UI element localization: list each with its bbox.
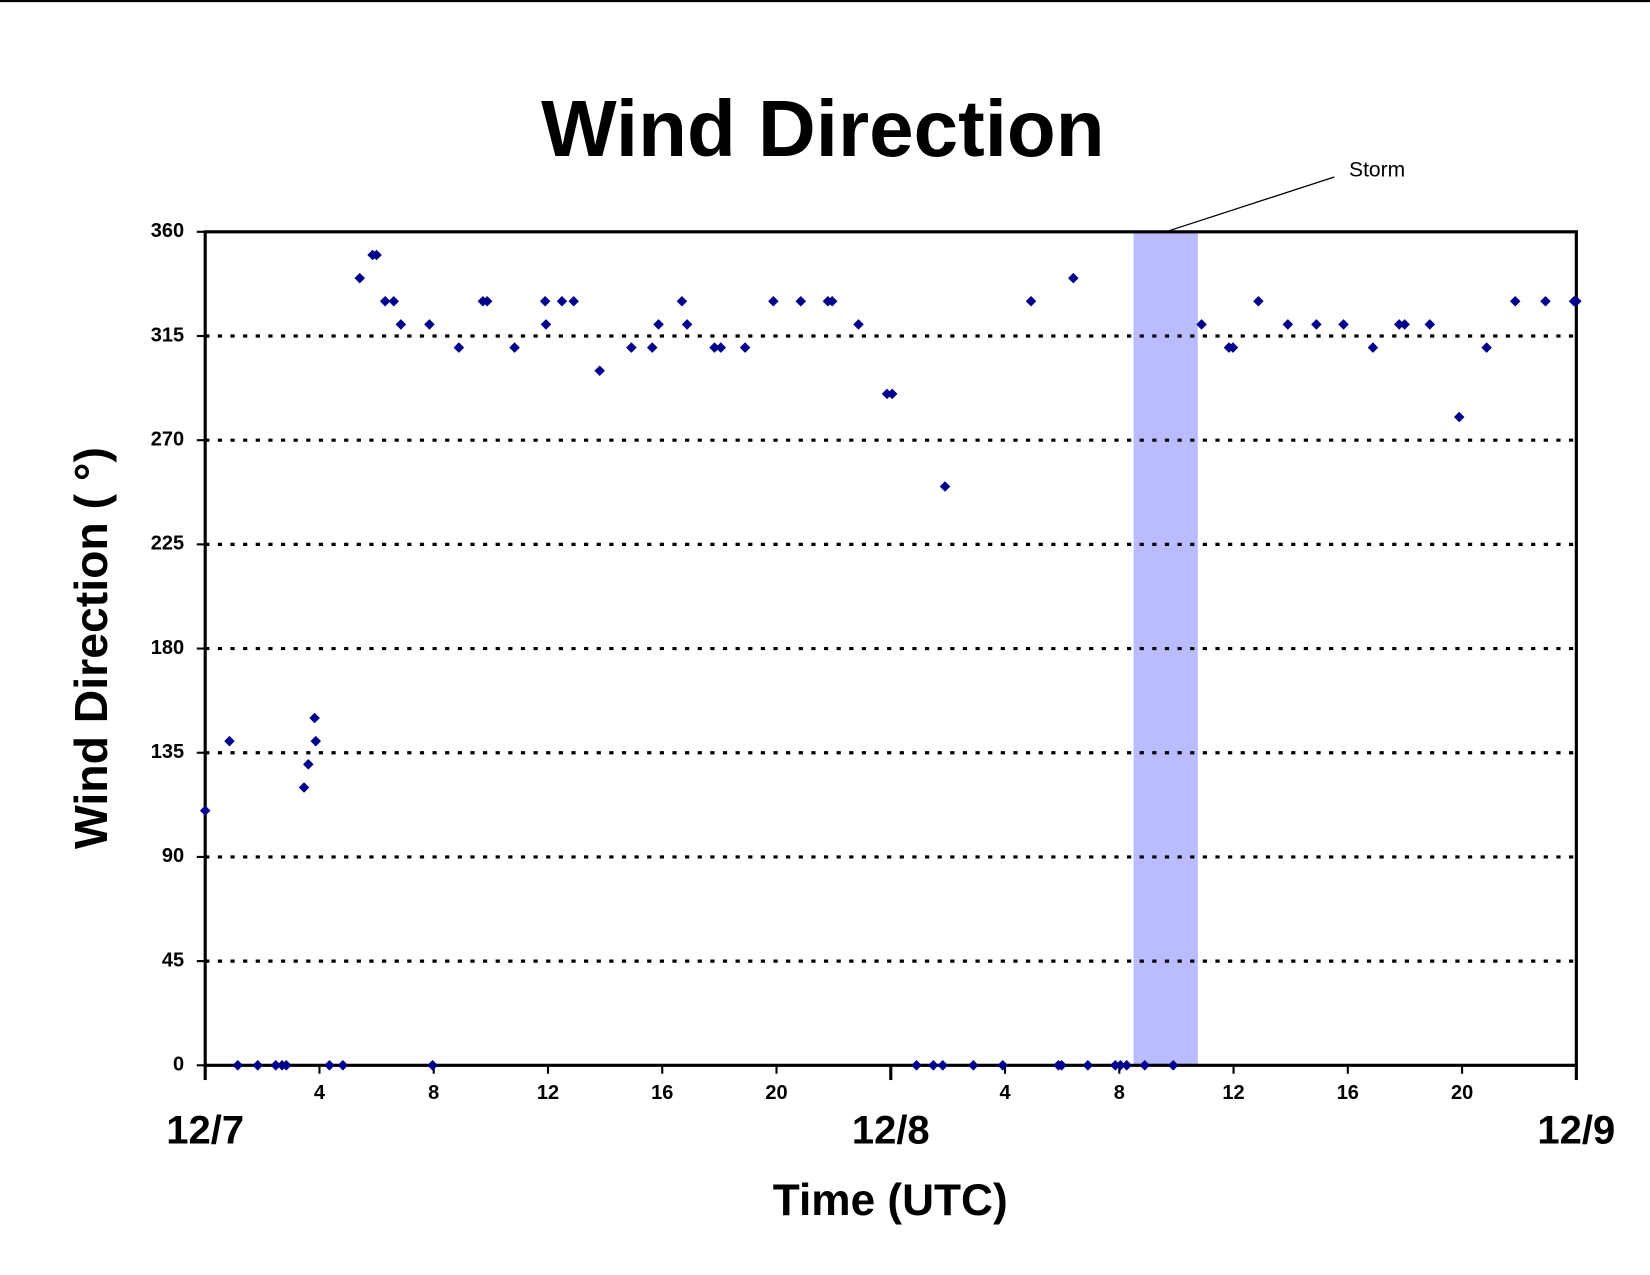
- x-tick-label: 16: [1337, 1082, 1359, 1104]
- y-tick-label: 270: [151, 428, 184, 450]
- data-point: [937, 1060, 949, 1071]
- data-point: [646, 342, 658, 353]
- data-point: [379, 296, 391, 307]
- data-point: [388, 296, 399, 307]
- data-point: [309, 712, 320, 724]
- annotation-text: Storm: [1349, 158, 1405, 181]
- data-point: [481, 296, 493, 307]
- data-point: [1196, 319, 1207, 330]
- data-point: [768, 296, 779, 307]
- x-tick-label: 4: [999, 1082, 1011, 1104]
- data-point: [1399, 319, 1410, 330]
- x-tick-label: 12: [1222, 1082, 1244, 1104]
- x-axis-label: Time (UTC): [773, 1176, 1008, 1225]
- x-tick-label: 20: [1451, 1082, 1473, 1104]
- data-point: [540, 319, 552, 330]
- data-point: [939, 481, 951, 492]
- data-point: [681, 319, 693, 330]
- y-tick-label: 90: [162, 845, 184, 867]
- y-tick-label: 360: [151, 220, 184, 242]
- data-point: [1311, 319, 1322, 330]
- data-point: [1540, 296, 1551, 307]
- data-point: [281, 1060, 292, 1071]
- data-point: [509, 342, 520, 353]
- data-point: [298, 782, 310, 793]
- data-point: [1168, 1060, 1179, 1071]
- data-point: [676, 296, 688, 307]
- data-point: [1571, 296, 1582, 307]
- data-point: [232, 1060, 244, 1071]
- y-tick-label: 0: [173, 1054, 184, 1076]
- data-point: [1367, 342, 1379, 353]
- data-point: [337, 1060, 349, 1071]
- x-tick-label: 20: [765, 1082, 787, 1104]
- data-point: [795, 296, 807, 307]
- x-tick-label: 4: [314, 1082, 326, 1104]
- data-point: [653, 319, 664, 330]
- date-label: 12/9: [1537, 1108, 1615, 1152]
- data-point: [252, 1060, 264, 1071]
- data-point: [826, 296, 838, 307]
- x-tick-label: 12: [537, 1082, 559, 1104]
- x-tick-label: 8: [1114, 1082, 1125, 1104]
- data-point: [1082, 1060, 1094, 1071]
- data-point: [424, 319, 435, 330]
- y-tick-label: 45: [162, 949, 184, 971]
- data-point: [1068, 272, 1079, 284]
- data-point: [539, 296, 551, 307]
- data-point: [395, 319, 407, 330]
- data-point: [1481, 342, 1492, 353]
- data-point: [928, 1060, 939, 1071]
- data-point: [270, 1060, 282, 1071]
- data-point: [1509, 296, 1521, 307]
- data-point: [1115, 1060, 1126, 1071]
- plot-frame: [203, 230, 1578, 1067]
- data-point: [968, 1060, 979, 1071]
- data-point: [626, 342, 637, 353]
- data-point: [1121, 1060, 1132, 1071]
- data-point: [1393, 319, 1405, 330]
- data-point: [1453, 411, 1465, 423]
- data-point: [1025, 296, 1037, 307]
- data-point: [1227, 342, 1239, 353]
- data-point: [911, 1060, 922, 1071]
- data-point: [886, 388, 898, 400]
- data-point: [224, 735, 235, 747]
- y-tick-label: 135: [151, 741, 184, 763]
- y-tick-label: 180: [151, 637, 184, 659]
- data-point: [1056, 1060, 1067, 1071]
- data-point: [556, 296, 568, 307]
- annotation-leader: [1165, 176, 1335, 233]
- y-tick-label: 225: [151, 533, 184, 555]
- data-point: [853, 319, 864, 330]
- date-label: 12/8: [852, 1108, 930, 1152]
- x-tick-label: 8: [428, 1082, 439, 1104]
- data-point: [354, 272, 365, 284]
- data-point: [427, 1060, 438, 1071]
- data-point: [324, 1060, 335, 1071]
- data-point: [1282, 319, 1294, 330]
- data-point: [1139, 1060, 1150, 1071]
- data-point: [997, 1060, 1009, 1071]
- x-tick-label: 16: [651, 1082, 673, 1104]
- data-point: [709, 342, 720, 353]
- data-point: [568, 296, 579, 307]
- data-point: [1338, 319, 1349, 330]
- y-tick-label: 315: [151, 324, 184, 346]
- chart-title: Wind Direction: [541, 84, 1104, 173]
- data-point: [453, 342, 465, 353]
- data-point: [199, 805, 211, 816]
- data-point: [310, 735, 322, 747]
- date-label: 12/7: [166, 1108, 244, 1152]
- y-axis-label: Wind Direction ( °): [65, 447, 117, 849]
- data-point: [739, 342, 751, 353]
- data-point: [303, 759, 314, 770]
- data-point: [1253, 296, 1264, 307]
- data-point: [715, 342, 727, 353]
- data-point: [1424, 319, 1436, 330]
- data-point: [371, 249, 382, 261]
- data-point: [594, 365, 605, 377]
